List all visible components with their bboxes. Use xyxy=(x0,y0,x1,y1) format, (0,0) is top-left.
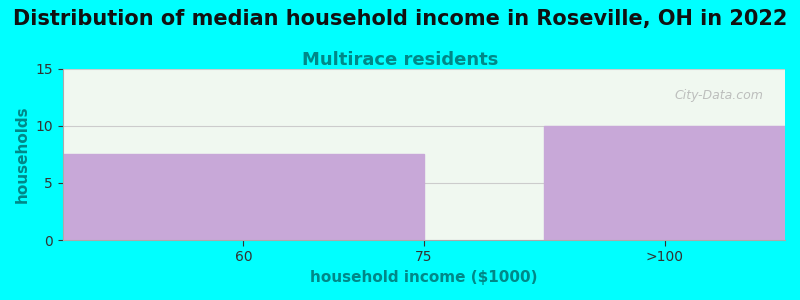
Text: Distribution of median household income in Roseville, OH in 2022: Distribution of median household income … xyxy=(13,9,787,29)
Y-axis label: households: households xyxy=(15,106,30,203)
X-axis label: household income ($1000): household income ($1000) xyxy=(310,270,538,285)
Text: Multirace residents: Multirace residents xyxy=(302,51,498,69)
Bar xyxy=(544,126,785,240)
Text: City-Data.com: City-Data.com xyxy=(674,89,763,102)
Bar xyxy=(63,154,424,240)
